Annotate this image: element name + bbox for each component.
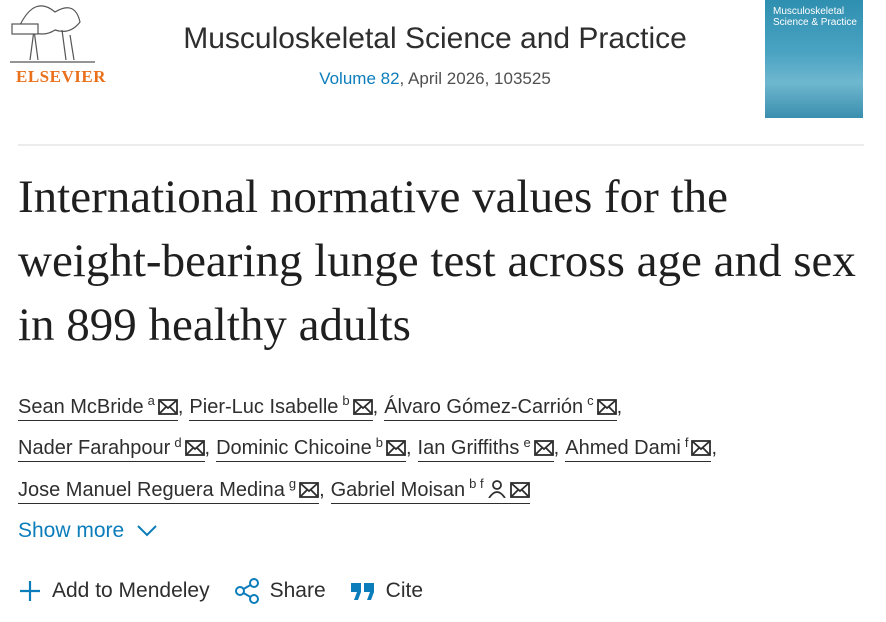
email-icon bbox=[533, 440, 554, 457]
affiliation-marker: b bbox=[375, 434, 383, 450]
citation: , April 2026, 103525 bbox=[399, 69, 551, 88]
journal-cover[interactable]: Musculoskeletal Science & Practice bbox=[765, 0, 863, 118]
volume-line: Volume 82, April 2026, 103525 bbox=[110, 69, 760, 89]
author-name: Dominic Chicoine bbox=[216, 437, 372, 460]
author-name: Álvaro Gómez-Carrión bbox=[384, 395, 584, 418]
author-link[interactable]: Jose Manuel Reguera Medina g bbox=[18, 476, 320, 504]
divider bbox=[18, 144, 864, 146]
affiliation-marker: c bbox=[587, 393, 594, 408]
author-link[interactable]: Álvaro Gómez-Carrión c bbox=[384, 393, 617, 421]
affiliation-marker: g bbox=[288, 476, 297, 492]
show-more[interactable]: Show more bbox=[18, 519, 158, 543]
chevron-icon bbox=[137, 525, 157, 537]
author-name: Sean McBride bbox=[18, 395, 144, 418]
author-name: Ahmed Dami bbox=[565, 437, 681, 460]
affiliation-marker: a bbox=[147, 393, 155, 408]
author-link[interactable]: Gabriel Moisan b f bbox=[330, 476, 530, 504]
affiliation-marker: f bbox=[684, 434, 689, 450]
affiliation-marker: e bbox=[523, 434, 531, 450]
author-link[interactable]: Ian Griffiths e bbox=[417, 434, 554, 463]
affiliation-marker: b f bbox=[469, 476, 484, 492]
cite-label: Cite bbox=[385, 579, 424, 602]
person-icon bbox=[487, 480, 506, 499]
cite-button[interactable]: Cite bbox=[350, 578, 423, 604]
author-link[interactable]: Nader Farahpour d bbox=[18, 434, 205, 463]
author-name: Ian Griffiths bbox=[417, 437, 520, 460]
volume-link[interactable]: Volume 82 bbox=[319, 69, 400, 88]
author-line: Jose Manuel Reguera Medina g, Gabriel Mois… bbox=[18, 466, 868, 508]
actions: Add to Mendeley Share Cite bbox=[18, 578, 423, 604]
author-line: Sean McBride a, Pier-Luc Isabelle b, Álvaro … bbox=[18, 383, 868, 425]
separator: , bbox=[711, 437, 718, 460]
author-list: Sean McBride a, Pier-Luc Isabelle b, Álvaro … bbox=[18, 383, 868, 508]
separator: , bbox=[553, 437, 560, 460]
author-name: Pier-Luc Isabelle bbox=[189, 395, 339, 418]
mendeley-label: Add to Mendeley bbox=[52, 579, 210, 602]
quote-icon bbox=[350, 583, 374, 600]
affiliation-marker: b bbox=[342, 393, 350, 408]
separator: , bbox=[405, 437, 412, 460]
email-icon bbox=[352, 398, 373, 415]
article-title: International normative values for the w… bbox=[18, 171, 856, 351]
share-label: Share bbox=[269, 579, 326, 602]
separator: , bbox=[204, 437, 211, 460]
share-icon bbox=[234, 578, 259, 604]
share-button[interactable]: Share bbox=[234, 578, 326, 604]
email-icon bbox=[509, 482, 530, 498]
mendeley-button[interactable]: Add to Mendeley bbox=[18, 578, 210, 604]
author-link[interactable]: Dominic Chicoine b bbox=[216, 434, 406, 463]
author-name: Gabriel Moisan bbox=[330, 478, 466, 501]
cover-title: Musculoskeletal Science & Practice bbox=[773, 6, 857, 28]
author-line: Nader Farahpour d, Dominic Chicoine b, Ian G… bbox=[18, 425, 868, 467]
separator: , bbox=[177, 395, 184, 418]
author-link[interactable]: Pier-Luc Isabelle b bbox=[189, 393, 373, 421]
author-link[interactable]: Sean McBride a bbox=[18, 393, 178, 421]
email-icon bbox=[157, 398, 178, 415]
author-name: Nader Farahpour bbox=[18, 437, 171, 460]
affiliation-marker: d bbox=[174, 434, 182, 450]
email-icon bbox=[184, 440, 205, 457]
separator: , bbox=[616, 395, 623, 418]
publisher: ELSEVIER bbox=[16, 67, 106, 86]
plus-icon bbox=[20, 581, 40, 601]
email-icon bbox=[691, 440, 712, 457]
author-link[interactable]: Ahmed Dami f bbox=[565, 434, 712, 463]
email-icon bbox=[386, 440, 406, 457]
email-icon bbox=[596, 398, 617, 415]
elsevier-logo[interactable] bbox=[0, 0, 110, 90]
separator: , bbox=[372, 395, 379, 418]
separator: , bbox=[319, 478, 325, 501]
journal-title[interactable]: Musculoskeletal Science and Practice bbox=[183, 22, 687, 55]
author-name: Jose Manuel Reguera Medina bbox=[18, 478, 285, 501]
show-more-label: Show more bbox=[18, 519, 125, 542]
email-icon bbox=[299, 482, 319, 498]
